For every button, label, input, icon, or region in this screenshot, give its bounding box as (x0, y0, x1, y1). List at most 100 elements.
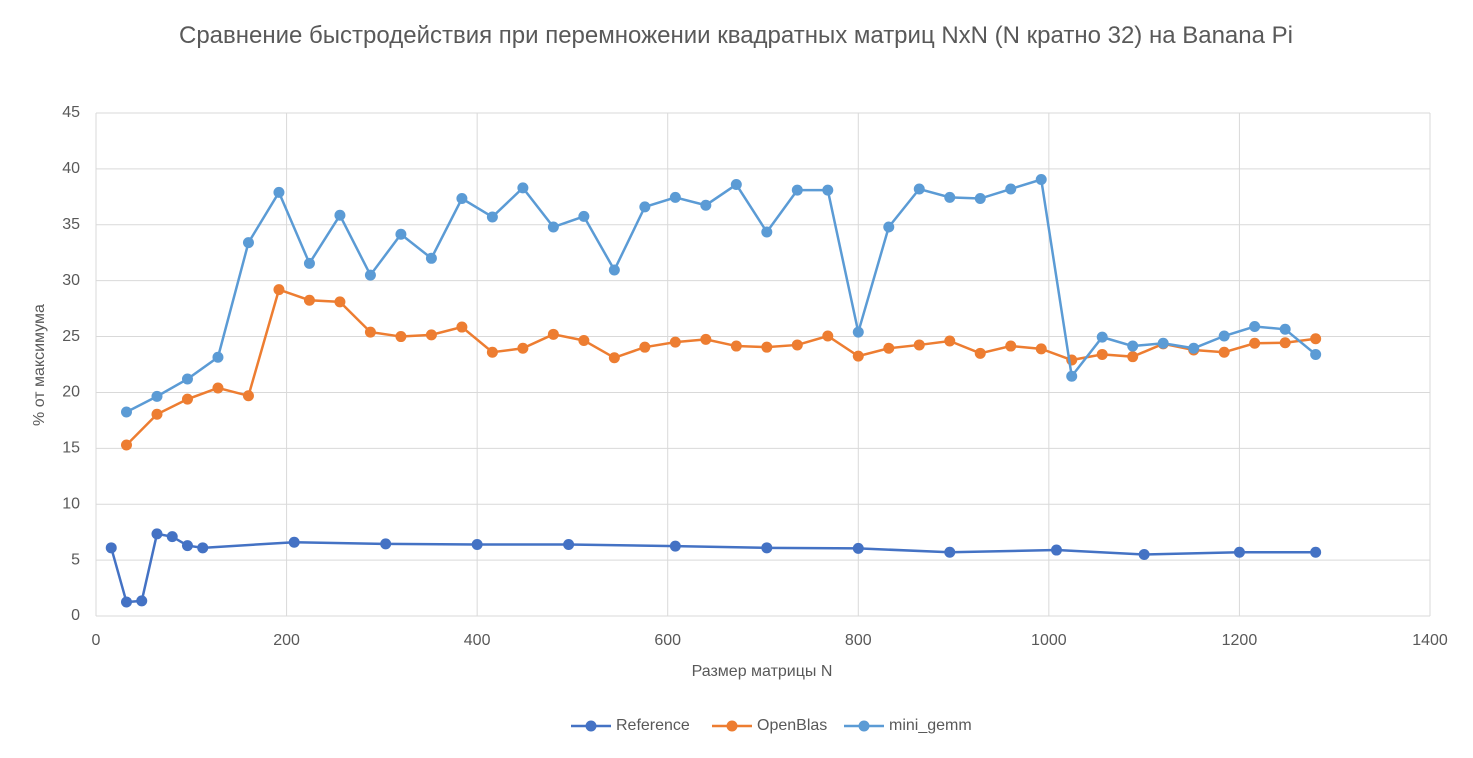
marker (913, 339, 925, 351)
marker (1035, 174, 1047, 186)
marker (395, 331, 407, 343)
marker (547, 221, 559, 233)
marker (288, 536, 300, 548)
marker (1005, 183, 1017, 195)
marker (242, 237, 254, 249)
marker (913, 183, 925, 195)
y-tick-label: 20 (62, 384, 80, 401)
marker (364, 326, 376, 338)
marker (1218, 330, 1230, 342)
marker (334, 296, 346, 308)
marker (197, 542, 209, 554)
marker (456, 193, 468, 205)
marker (791, 184, 803, 196)
x-tick-label: 1000 (1031, 632, 1067, 649)
marker (1310, 333, 1322, 345)
marker (852, 326, 864, 338)
marker (181, 393, 193, 405)
y-tick-label: 35 (62, 216, 80, 233)
marker (1127, 340, 1139, 352)
y-tick-label: 0 (71, 607, 80, 624)
marker (486, 211, 498, 223)
marker (883, 342, 895, 354)
marker (151, 390, 163, 402)
marker (639, 341, 651, 353)
marker (136, 595, 148, 607)
marker (1138, 549, 1150, 561)
marker (974, 193, 986, 205)
marker (120, 596, 132, 608)
marker (1279, 323, 1291, 335)
marker (486, 346, 498, 358)
y-tick-label: 10 (62, 495, 80, 512)
y-tick-label: 5 (71, 551, 80, 568)
marker (303, 257, 315, 269)
marker (883, 221, 895, 233)
marker (730, 340, 742, 352)
marker (273, 284, 285, 296)
legend-marker (585, 720, 597, 732)
marker (181, 373, 193, 385)
marker (364, 269, 376, 281)
marker (639, 201, 651, 213)
y-axis-label: % от максимума (31, 304, 48, 426)
x-tick-label: 800 (845, 632, 872, 649)
marker (1249, 320, 1261, 332)
marker (1310, 348, 1322, 360)
marker (578, 210, 590, 222)
x-tick-label: 600 (654, 632, 681, 649)
marker (700, 199, 712, 211)
marker (166, 531, 178, 543)
marker (120, 439, 132, 451)
marker (761, 542, 773, 554)
marker (212, 382, 224, 394)
marker (822, 184, 834, 196)
marker (761, 226, 773, 238)
marker (303, 294, 315, 306)
y-tick-label: 40 (62, 160, 80, 177)
marker (730, 179, 742, 191)
legend-label: OpenBlas (757, 717, 827, 734)
x-axis-label: Размер матрицы N (692, 663, 833, 680)
y-tick-label: 30 (62, 272, 80, 289)
marker (1157, 337, 1169, 349)
marker (1310, 546, 1322, 558)
marker (669, 540, 681, 552)
y-tick-label: 45 (62, 104, 80, 121)
marker (974, 347, 986, 359)
marker (120, 406, 132, 418)
marker (578, 334, 590, 346)
marker (151, 528, 163, 540)
marker (1066, 370, 1078, 382)
marker (1188, 342, 1200, 354)
marker (1005, 340, 1017, 352)
x-tick-label: 0 (92, 632, 101, 649)
marker (1050, 544, 1062, 556)
series-line (125, 177, 1317, 414)
marker (1279, 337, 1291, 349)
marker (669, 336, 681, 348)
y-tick-label: 25 (62, 328, 80, 345)
marker (1096, 331, 1108, 343)
marker (669, 191, 681, 203)
marker (517, 182, 529, 194)
legend-marker (726, 720, 738, 732)
marker (105, 542, 117, 554)
y-tick-label: 15 (62, 440, 80, 457)
marker (181, 540, 193, 552)
marker (852, 350, 864, 362)
marker (425, 329, 437, 341)
series-line (125, 287, 1316, 446)
x-tick-label: 400 (464, 632, 491, 649)
marker (1218, 346, 1230, 358)
marker (852, 542, 864, 554)
x-tick-label: 200 (273, 632, 300, 649)
x-tick-label: 1200 (1222, 632, 1258, 649)
marker (395, 228, 407, 240)
marker (822, 330, 834, 342)
marker (1127, 351, 1139, 363)
marker (151, 408, 163, 420)
marker (471, 538, 483, 550)
